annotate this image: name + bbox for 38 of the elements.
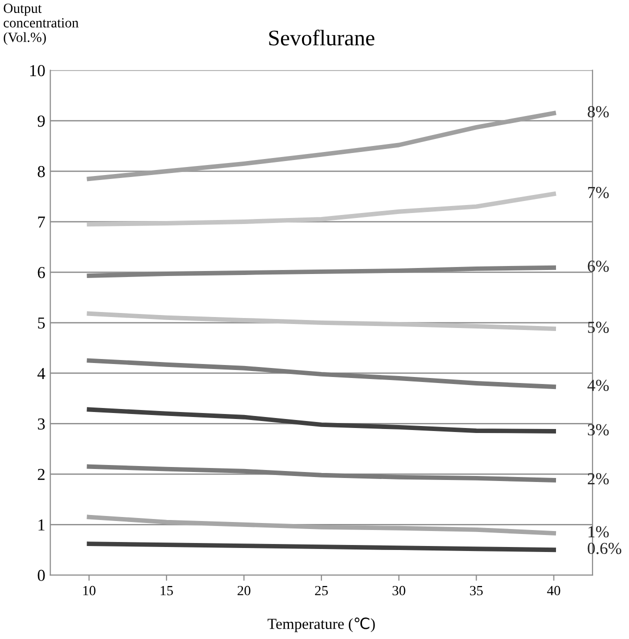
- line-series: [86, 110, 556, 182]
- y-tick-label: 5: [38, 318, 45, 329]
- text: 3%: [588, 424, 609, 436]
- y-tick-label: 10: [30, 64, 45, 76]
- text: 4%: [587, 380, 609, 392]
- x-tick-label: 15: [160, 586, 173, 596]
- line-series: [86, 358, 556, 390]
- y-tick-label: 4: [37, 368, 46, 379]
- text: 6%: [588, 260, 609, 272]
- line-series: [86, 311, 556, 331]
- y-tick-label: 0: [38, 570, 45, 582]
- text: 8%: [588, 106, 609, 118]
- text: 1%: [588, 526, 609, 538]
- y-tick-label: 7: [38, 216, 45, 228]
- text: 2%: [588, 473, 609, 484]
- y-axis-title: Output concentration (Vol.%): [4, 4, 79, 45]
- line-series: [86, 514, 556, 536]
- chart-title: Sevoflurane: [269, 30, 374, 46]
- x-tick-label: 40: [547, 586, 560, 596]
- y-tick-label: 3: [38, 418, 45, 430]
- text: 5%: [588, 322, 609, 333]
- x-tick-label: 10: [83, 586, 96, 596]
- x-tick-label: 30: [392, 586, 406, 596]
- y-tick-label: 2: [38, 468, 45, 480]
- x-tick-label: 35: [470, 586, 483, 596]
- line-series: [86, 407, 556, 434]
- line-series: [86, 464, 556, 482]
- line-series: [86, 542, 556, 552]
- y-tick-label: 9: [38, 116, 45, 127]
- y-tick-label: 1: [38, 519, 44, 530]
- x-tick-label: 25: [315, 586, 328, 596]
- y-tick-label: 8: [38, 166, 45, 178]
- y-tick-label: 6: [38, 266, 45, 278]
- x-tick-label: 20: [238, 586, 250, 596]
- x-axis-title: Temperature (℃): [268, 618, 375, 632]
- text: 0.6%: [588, 542, 622, 554]
- text: 7%: [588, 186, 609, 198]
- line-series: [86, 192, 556, 226]
